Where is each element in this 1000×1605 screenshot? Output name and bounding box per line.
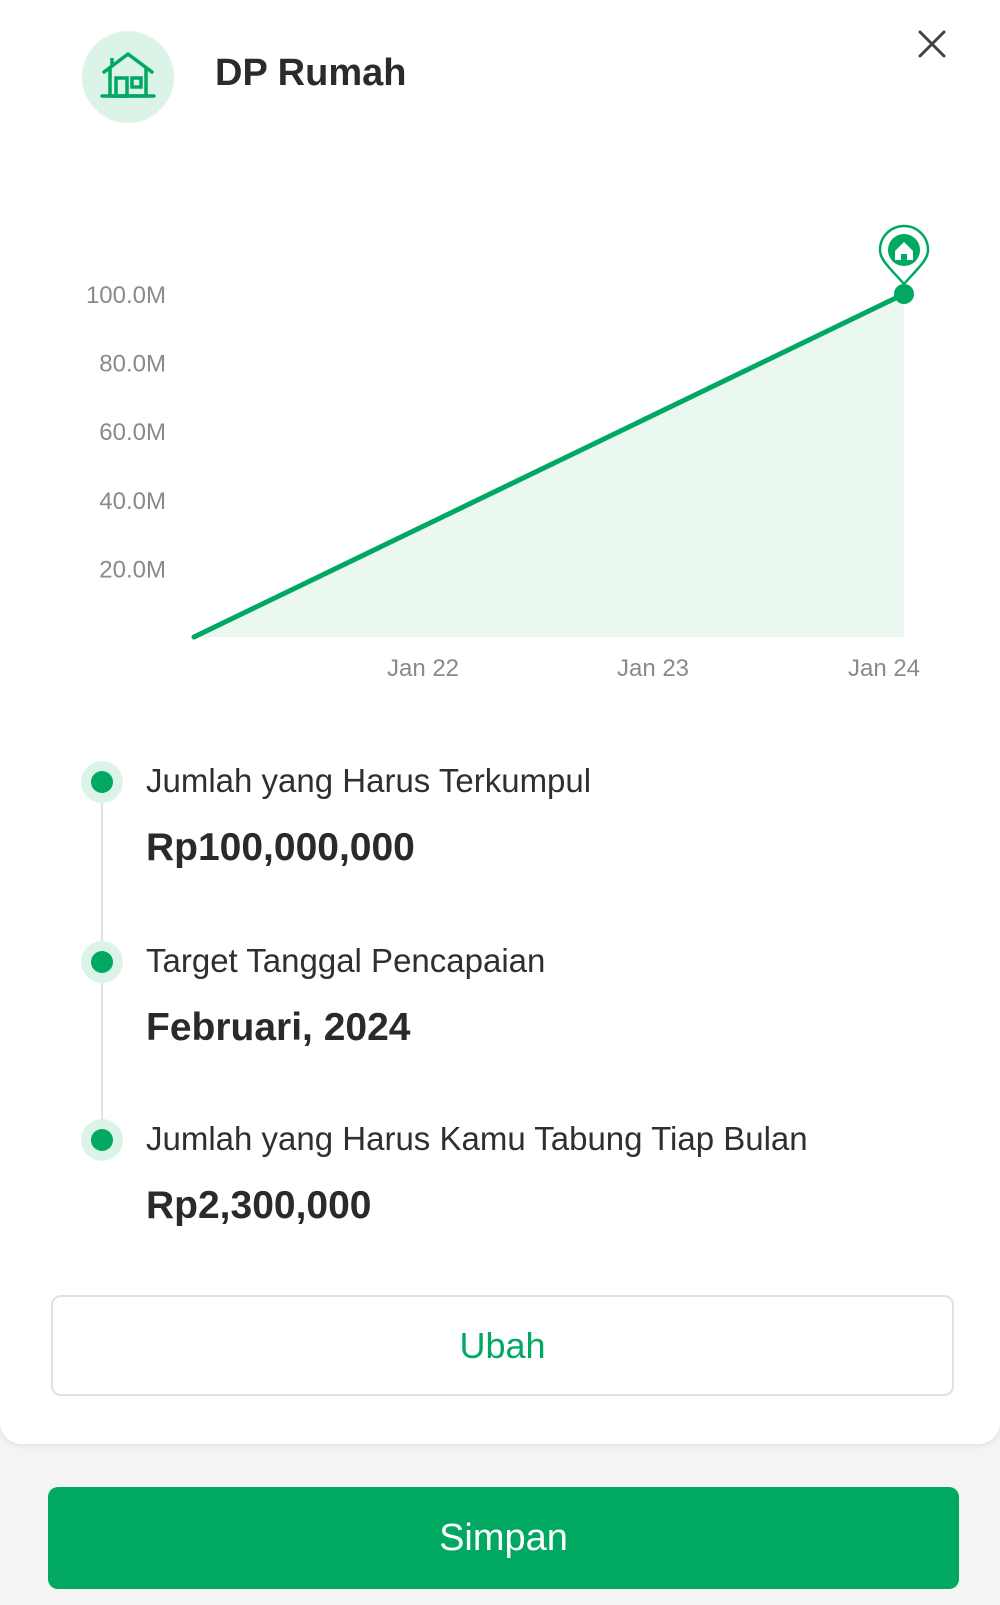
page-title: DP Rumah [215, 52, 407, 94]
target-amount-value: Rp100,000,000 [146, 826, 415, 869]
target-date-label: Target Tanggal Pencapaian [146, 942, 546, 979]
monthly-saving-label: Jumlah yang Harus Kamu Tabung Tiap Bulan [146, 1120, 808, 1157]
house-icon [100, 50, 156, 105]
target-date-value: Februari, 2024 [146, 1006, 411, 1049]
y-tick-label: 20.0M [99, 556, 166, 583]
y-tick-label: 60.0M [99, 419, 166, 446]
chart-series-line [191, 291, 907, 640]
goal-detail-card: DP Rumah 20.0M 40.0M 60.0M 80.0M 100.0M Jan 2… [0, 0, 1000, 1444]
close-button[interactable] [906, 20, 958, 72]
timeline-dot [81, 941, 123, 983]
y-tick-label: 40.0M [99, 488, 166, 515]
timeline-dot [81, 1119, 123, 1161]
close-icon [917, 29, 947, 64]
target-amount-label: Jumlah yang Harus Terkumpul [146, 762, 592, 799]
goal-avatar [82, 31, 174, 123]
timeline-dot [81, 761, 123, 803]
savings-chart-svg: 20.0M 40.0M 60.0M 80.0M 100.0M Jan 22 Jan 23 Ja… [86, 224, 930, 682]
y-tick-label: 80.0M [99, 351, 166, 378]
savings-chart: 20.0M 40.0M 60.0M 80.0M 100.0M Jan 22 Jan 23 Ja… [0, 200, 1000, 700]
x-tick-label: Jan 22 [387, 655, 459, 682]
chart-end-point [894, 284, 914, 304]
x-tick-label: Jan 23 [617, 655, 689, 682]
edit-button[interactable]: Ubah [51, 1295, 954, 1396]
house-pin-icon [878, 224, 930, 286]
save-button[interactable]: Simpan [48, 1487, 959, 1589]
goal-summary-timeline: Jumlah yang Harus Terkumpul Rp100,000,00… [0, 740, 1000, 1240]
y-tick-label: 100.0M [86, 282, 166, 309]
x-tick-label: Jan 24 [848, 655, 920, 682]
monthly-saving-value: Rp2,300,000 [146, 1184, 372, 1227]
